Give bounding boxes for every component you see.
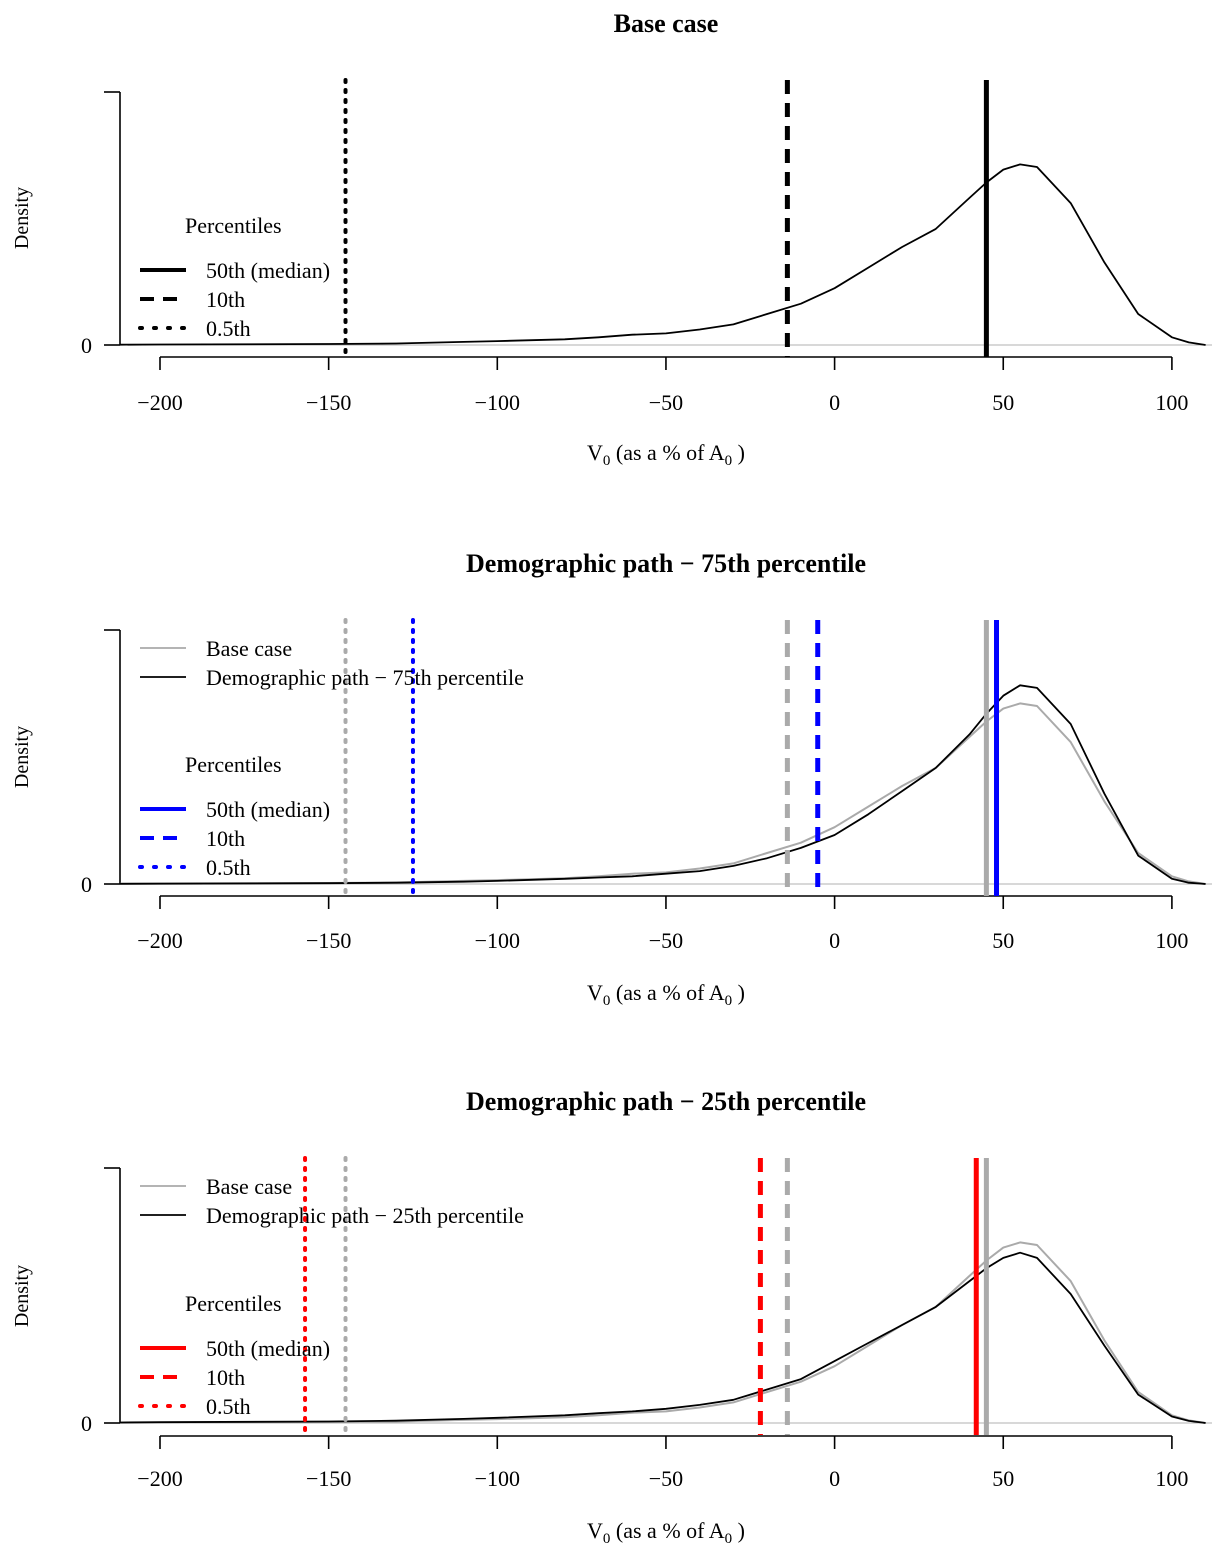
legend-label: 50th (median)	[206, 258, 330, 283]
y-axis-label: Density	[11, 726, 33, 788]
legend-label: 50th (median)	[206, 797, 330, 822]
x-tick-label: 0	[829, 390, 840, 415]
y-axis-label: Density	[11, 1265, 33, 1327]
y-tick-label: 0	[81, 1411, 92, 1436]
x-axis-label: V0 (as a % of A0 )	[587, 980, 745, 1009]
legend-label: 10th	[206, 826, 245, 851]
x-tick-label: 100	[1155, 1466, 1188, 1491]
legend-label: 0.5th	[206, 855, 251, 880]
x-tick-label: 50	[992, 1466, 1014, 1491]
panel-title: Demographic path − 25th percentile	[466, 1087, 866, 1116]
y-axis-label: Density	[11, 187, 33, 249]
panel-title: Base case	[614, 9, 719, 38]
x-axis-label: V0 (as a % of A0 )	[587, 1518, 745, 1546]
legend-title: Percentiles	[185, 213, 282, 238]
x-tick-label: 0	[829, 1466, 840, 1491]
legend-label: 0.5th	[206, 1394, 251, 1419]
x-tick-label: −150	[306, 1466, 351, 1491]
legend-label: 10th	[206, 287, 245, 312]
density-curve-2	[120, 684, 1206, 885]
panel-title: Demographic path − 75th percentile	[466, 549, 866, 578]
x-tick-label: 100	[1155, 928, 1188, 953]
legend-label: 0.5th	[206, 316, 251, 341]
x-tick-label: −50	[649, 1466, 683, 1491]
density-curve-1	[120, 1241, 1206, 1424]
legend-label: Demographic path − 25th percentile	[206, 1203, 524, 1228]
legend-label: 10th	[206, 1365, 245, 1390]
legend-label: Base case	[206, 636, 292, 661]
x-tick-label: −50	[649, 390, 683, 415]
legend-title: Percentiles	[185, 1291, 282, 1316]
x-tick-label: −50	[649, 928, 683, 953]
legend-label: Demographic path − 75th percentile	[206, 665, 524, 690]
legend-title: Percentiles	[185, 752, 282, 777]
density-curve-1	[120, 163, 1206, 346]
x-tick-label: 100	[1155, 390, 1188, 415]
x-tick-label: −150	[306, 390, 351, 415]
x-tick-label: −100	[475, 1466, 520, 1491]
legend-label: Base case	[206, 1174, 292, 1199]
x-tick-label: −100	[475, 390, 520, 415]
x-tick-label: 0	[829, 928, 840, 953]
legend-label: 50th (median)	[206, 1336, 330, 1361]
x-tick-label: −200	[137, 928, 182, 953]
density-curve-2	[120, 1251, 1206, 1424]
x-tick-label: −200	[137, 1466, 182, 1491]
x-tick-label: 50	[992, 928, 1014, 953]
x-axis-label: V0 (as a % of A0 )	[587, 440, 745, 469]
chart-panel-1: Base case 0 Density −200 −150 −100 −50 0 50 100 V0…	[11, 9, 1212, 469]
x-tick-label: −100	[475, 928, 520, 953]
y-tick-label: 0	[81, 872, 92, 897]
chart-panel-2: Demographic path − 75th percentile 0 Densi…	[11, 549, 1212, 1009]
chart-panel-3: Demographic path − 25th percentile 0 Densi…	[11, 1087, 1212, 1546]
x-tick-label: 50	[992, 390, 1014, 415]
x-tick-label: −200	[137, 390, 182, 415]
x-tick-label: −150	[306, 928, 351, 953]
y-tick-label: 0	[81, 333, 92, 358]
